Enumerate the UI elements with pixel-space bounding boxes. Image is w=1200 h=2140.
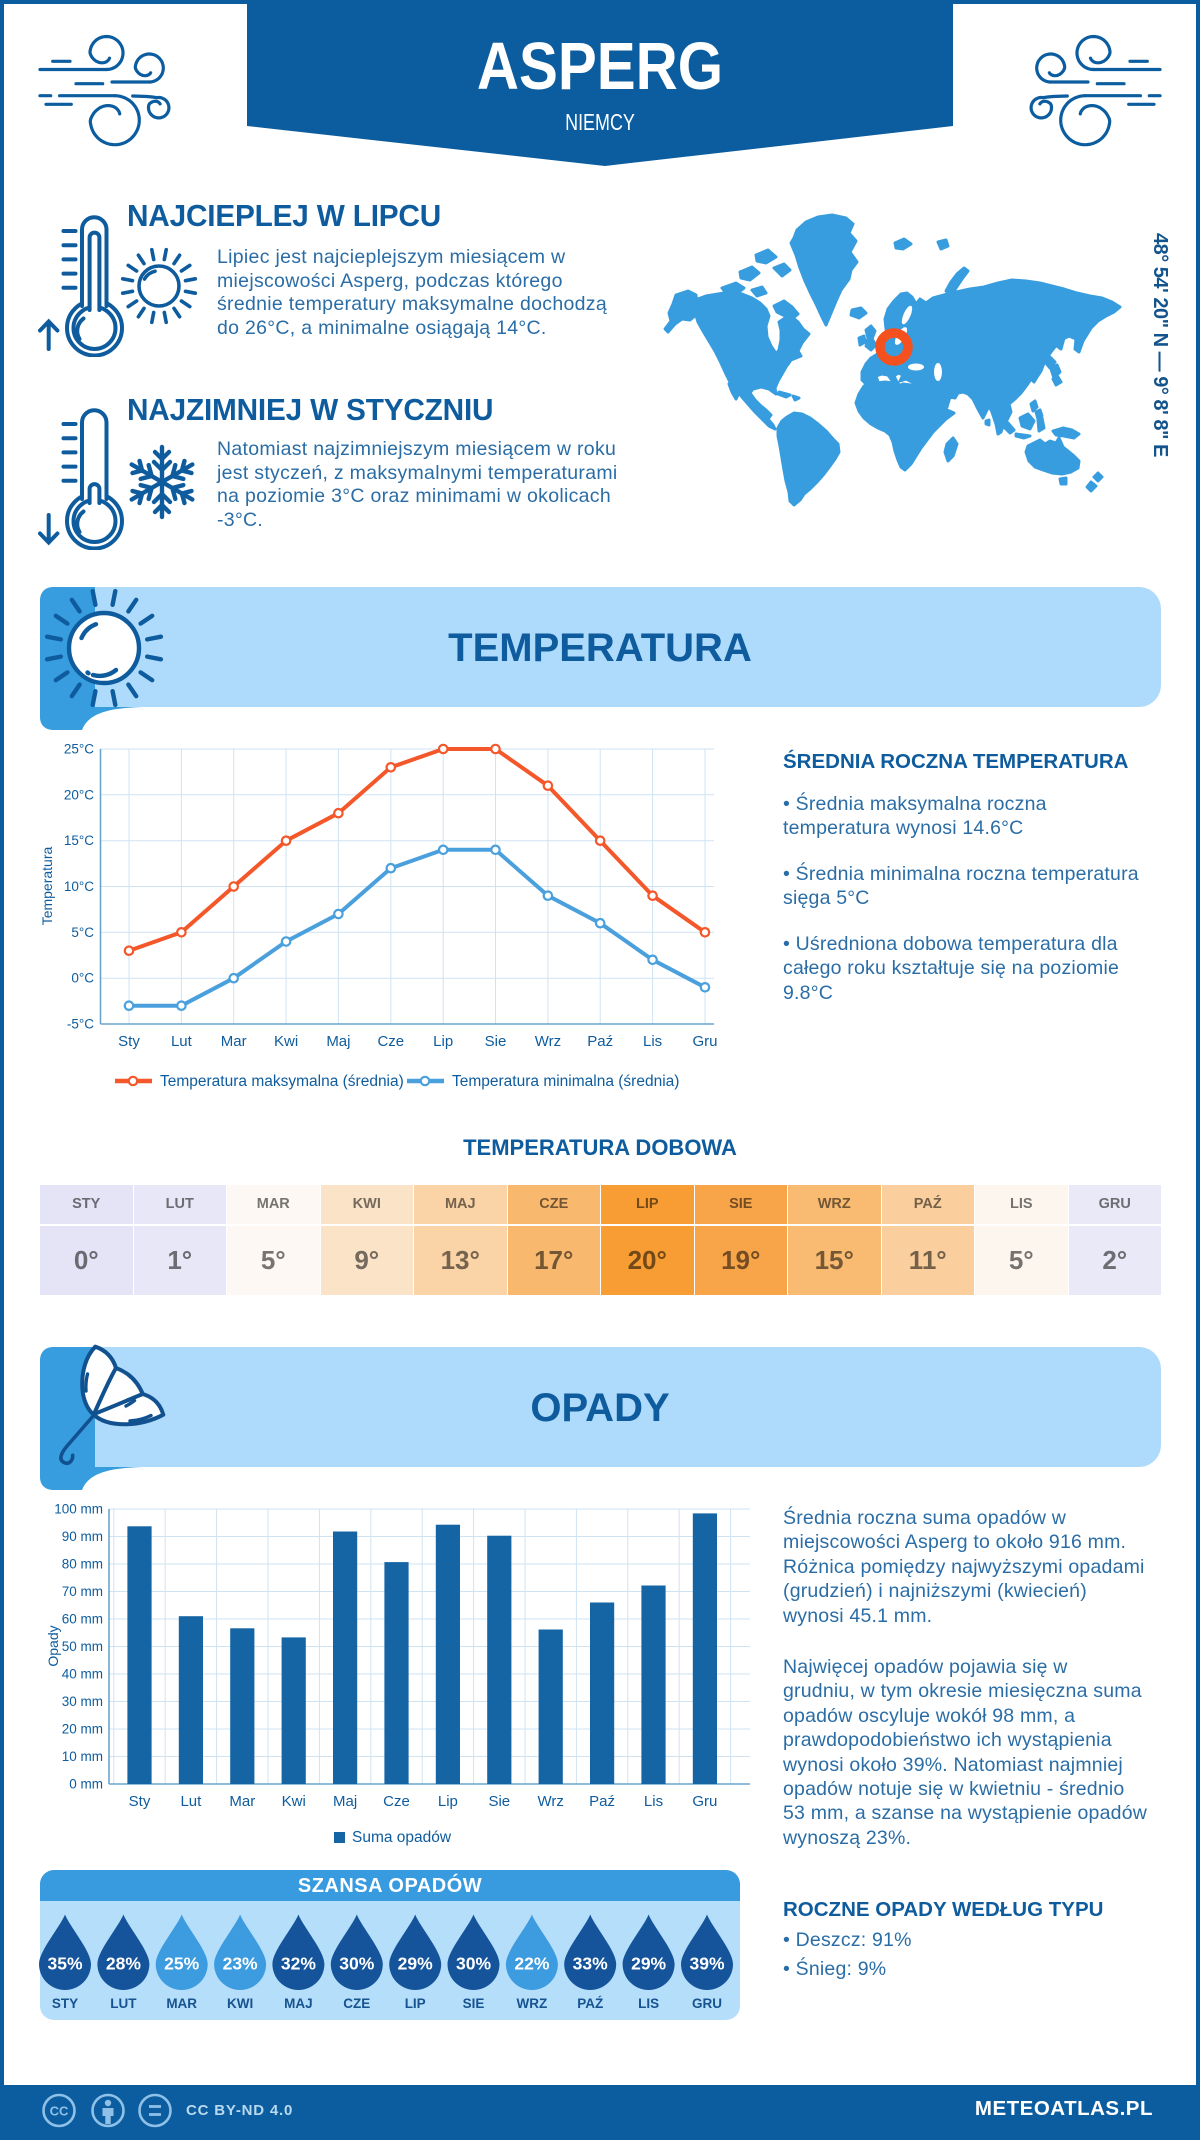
svg-text:Opady: Opady — [45, 1625, 61, 1666]
svg-text:WRZ: WRZ — [517, 1996, 548, 2011]
svg-text:32%: 32% — [281, 1954, 316, 1974]
svg-text:20 mm: 20 mm — [62, 1722, 103, 1737]
svg-text:Cze: Cze — [383, 1793, 410, 1810]
svg-text:30%: 30% — [339, 1954, 374, 1974]
svg-text:23%: 23% — [223, 1954, 258, 1974]
svg-text:33%: 33% — [573, 1954, 608, 1974]
svg-text:Kwi: Kwi — [274, 1033, 298, 1050]
svg-text:Cze: Cze — [377, 1033, 404, 1050]
svg-text:SIE: SIE — [463, 1996, 485, 2011]
svg-text:PAŹ: PAŹ — [577, 1996, 603, 2011]
svg-text:20°C: 20°C — [64, 787, 94, 802]
svg-text:90 mm: 90 mm — [62, 1529, 103, 1544]
svg-text:Suma opadów: Suma opadów — [352, 1829, 452, 1846]
svg-text:Temperatura minimalna (średnia: Temperatura minimalna (średnia) — [452, 1073, 679, 1090]
svg-text:0 mm: 0 mm — [69, 1777, 103, 1792]
svg-text:25°C: 25°C — [64, 742, 94, 757]
svg-text:CZE: CZE — [343, 1996, 370, 2011]
svg-text:GRU: GRU — [692, 1996, 722, 2011]
svg-text:Lut: Lut — [180, 1793, 202, 1810]
svg-text:10 mm: 10 mm — [62, 1749, 103, 1764]
svg-text:TEMPERATURA: TEMPERATURA — [448, 626, 752, 670]
svg-text:28%: 28% — [106, 1954, 141, 1974]
svg-text:29%: 29% — [631, 1954, 666, 1974]
svg-text:Gru: Gru — [692, 1033, 717, 1050]
svg-text:10°C: 10°C — [64, 879, 94, 894]
svg-text:OPADY: OPADY — [530, 1386, 670, 1430]
svg-text:KWI: KWI — [227, 1996, 253, 2011]
svg-text:Wrz: Wrz — [535, 1033, 561, 1050]
svg-text:Temperatura: Temperatura — [39, 846, 55, 925]
svg-text:40 mm: 40 mm — [62, 1667, 103, 1682]
svg-text:Sty: Sty — [129, 1793, 151, 1810]
svg-text:Maj: Maj — [326, 1033, 350, 1050]
svg-text:0°C: 0°C — [71, 971, 94, 986]
svg-text:MAR: MAR — [166, 1996, 197, 2011]
svg-text:Kwi: Kwi — [282, 1793, 306, 1810]
svg-text:100 mm: 100 mm — [54, 1502, 103, 1517]
svg-text:Paź: Paź — [587, 1033, 613, 1050]
svg-text:50 mm: 50 mm — [62, 1639, 103, 1654]
svg-text:Gru: Gru — [692, 1793, 717, 1810]
svg-text:35%: 35% — [47, 1954, 82, 1974]
svg-text:LIS: LIS — [638, 1996, 659, 2011]
svg-text:70 mm: 70 mm — [62, 1584, 103, 1599]
svg-text:30 mm: 30 mm — [62, 1694, 103, 1709]
svg-text:Maj: Maj — [333, 1793, 357, 1810]
svg-text:29%: 29% — [398, 1954, 433, 1974]
svg-text:Lip: Lip — [433, 1033, 453, 1050]
svg-text:Mar: Mar — [221, 1033, 247, 1050]
svg-text:Lut: Lut — [171, 1033, 193, 1050]
svg-text:22%: 22% — [514, 1954, 549, 1974]
svg-text:Lis: Lis — [644, 1793, 663, 1810]
svg-text:Lip: Lip — [438, 1793, 458, 1810]
svg-text:5°C: 5°C — [71, 925, 94, 940]
svg-text:Paź: Paź — [589, 1793, 615, 1810]
svg-text:25%: 25% — [164, 1954, 199, 1974]
svg-text:Mar: Mar — [229, 1793, 255, 1810]
svg-text:-5°C: -5°C — [67, 1017, 94, 1032]
svg-text:Lis: Lis — [643, 1033, 662, 1050]
svg-text:39%: 39% — [689, 1954, 724, 1974]
svg-text:30%: 30% — [456, 1954, 491, 1974]
svg-text:Sie: Sie — [488, 1793, 510, 1810]
svg-text:80 mm: 80 mm — [62, 1557, 103, 1572]
svg-text:STY: STY — [52, 1996, 78, 2011]
svg-text:CC: CC — [50, 2104, 69, 2119]
svg-text:Temperatura maksymalna (średni: Temperatura maksymalna (średnia) — [160, 1073, 404, 1090]
svg-text:Sie: Sie — [485, 1033, 507, 1050]
svg-text:LUT: LUT — [110, 1996, 137, 2011]
svg-text:MAJ: MAJ — [284, 1996, 313, 2011]
svg-text:15°C: 15°C — [64, 833, 94, 848]
svg-text:LIP: LIP — [405, 1996, 426, 2011]
svg-text:60 mm: 60 mm — [62, 1612, 103, 1627]
svg-text:Sty: Sty — [118, 1033, 140, 1050]
svg-text:Wrz: Wrz — [538, 1793, 564, 1810]
